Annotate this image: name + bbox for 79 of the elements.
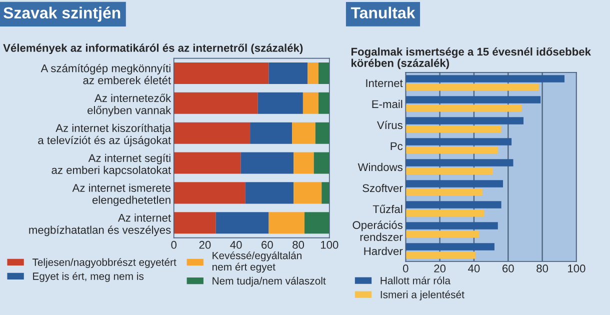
x-tick-label: 20 [199,240,211,249]
y-tick-label: A számítógép megkönnyíti az emberek életét [40,64,171,84]
bar [315,122,330,144]
bar [406,210,484,217]
bar [245,182,294,204]
bar [174,152,241,174]
bar [258,92,303,114]
bar [406,230,480,238]
x-tick-label: 100 [568,264,586,272]
bar [216,212,269,234]
y-tick-label: Pc [390,142,403,150]
legend-label: Teljesen/nagyobbrészt egyetért [32,258,176,268]
chart-title: Tanultak [350,6,416,18]
bar [250,122,292,144]
bar [406,104,522,112]
x-tick-label: 0 [402,264,408,272]
chart-subtitle: Fogalmak ismertsége a 15 évesnél idősebbek körében (százalék) [351,47,591,70]
bar [318,62,330,84]
legend-label: Hallott már róla [380,276,451,284]
bar [294,152,314,174]
x-tick-label: 0 [171,240,177,249]
bar [268,212,305,234]
bar [406,117,524,124]
bar [318,92,330,114]
bar [174,182,246,204]
x-tick-label: 80 [292,240,304,249]
legend-label: Egyet is ért, meg nem is [33,272,144,282]
y-tick-label: Az internet megbízhatatlan és veszélyes [29,214,171,236]
bar [406,84,539,91]
bar [240,152,294,174]
bar [268,62,308,84]
y-tick-label: Operációs rendszer [352,220,403,241]
chart-title: Szavak szintjén [4,6,120,22]
x-tick-label: 40 [468,264,480,272]
y-tick-label: Internet [366,79,403,88]
bar [406,159,514,166]
chart-subtitle: Vélemények az informatikáról és az internetről (százalék) [3,44,303,54]
y-tick-label: E-mail [372,100,402,108]
bar [294,182,322,204]
bar [308,62,319,84]
bar [322,182,330,204]
bar [406,146,498,154]
y-tick-label: Tűzfal [372,204,402,214]
x-tick-label: 80 [536,264,548,272]
bar [406,201,502,208]
bar [174,62,269,84]
x-tick-label: 40 [230,240,242,249]
y-tick-label: Az internet kiszoríthatja a televíziót és az újságokat [38,124,172,146]
x-tick-label: 20 [434,264,446,272]
legend-label: Nem tudja/nem válaszolt [212,276,326,287]
bar [304,212,330,234]
bar [406,75,564,82]
bar [406,138,512,146]
bar [406,168,493,175]
y-tick-label: Vírus [376,120,402,130]
bar [406,126,502,133]
bar [406,222,498,230]
bar [406,243,494,250]
legend-label: Ismeri a jelentését [380,290,464,300]
y-tick-label: Szoftver [362,184,403,192]
bar [174,92,258,114]
x-tick-label: 100 [320,240,338,249]
y-tick-label: Hardver [364,246,403,256]
bar [406,96,541,104]
legend-label: Kevéssé/egyáltalán nem ért egyet [212,251,302,273]
bar [174,212,216,234]
y-tick-label: Az internet ismerete elengedhetetlen [72,184,171,206]
x-tick-label: 60 [262,240,273,249]
bar [292,122,316,144]
bar [406,188,483,196]
bar [406,252,476,259]
x-tick-label: 60 [502,264,514,272]
bar [406,180,504,188]
y-tick-label: Az internet segíti az emberi kapcsolatokat [52,154,171,176]
y-tick-label: Windows [358,162,402,172]
bar [174,122,250,144]
y-tick-label: Az internetezők előnyben vannak [88,94,172,116]
bar [302,92,319,114]
bar [314,152,330,174]
